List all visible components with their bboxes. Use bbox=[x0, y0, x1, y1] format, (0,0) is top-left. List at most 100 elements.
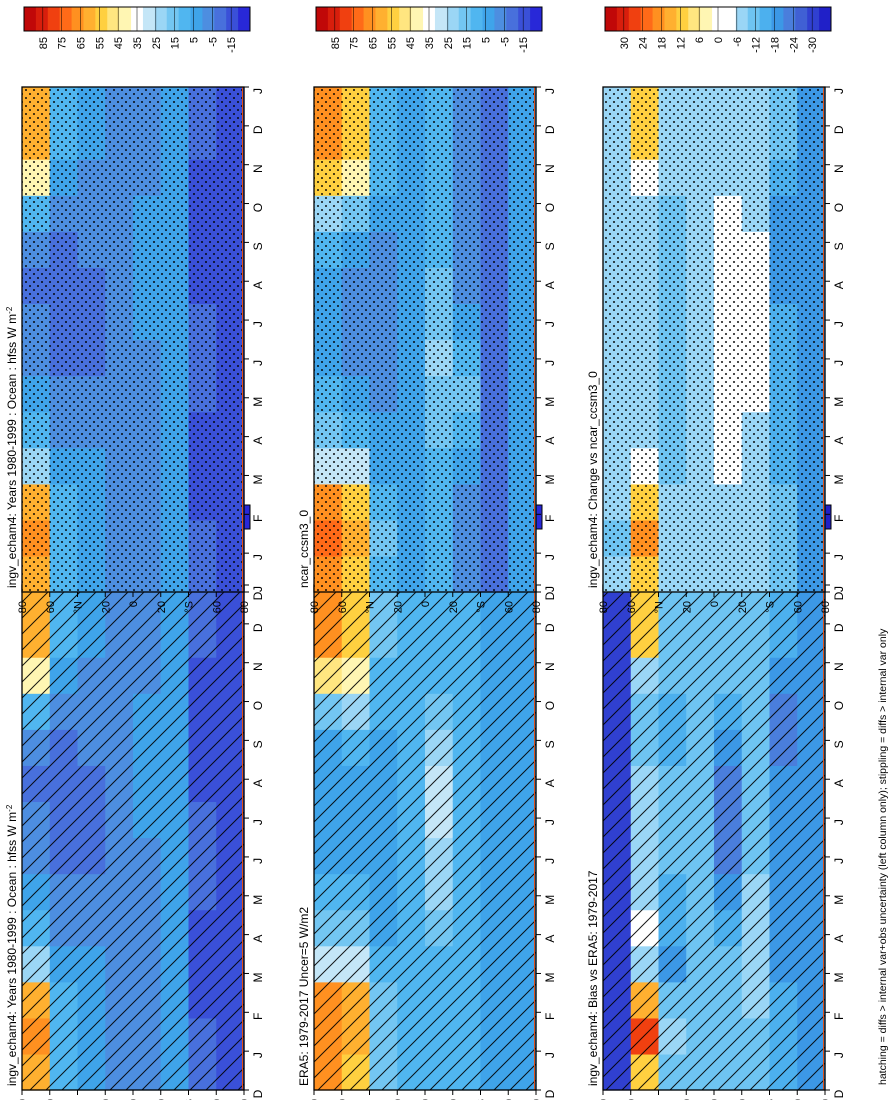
month-tick-label: J bbox=[251, 819, 265, 825]
month-tick-label: F bbox=[543, 1013, 557, 1020]
colorbar-swatch bbox=[35, 7, 49, 31]
colorbar-swatch bbox=[434, 7, 448, 31]
month-tick-label: J bbox=[543, 321, 557, 327]
colorbar-swatch bbox=[339, 7, 353, 31]
month-tick-label: M bbox=[251, 972, 265, 982]
colorbar-label: 55 bbox=[386, 37, 398, 49]
lat-tick-label: °N bbox=[654, 1099, 666, 1100]
month-tick-label: J bbox=[832, 819, 846, 825]
colorbar-label: -15 bbox=[226, 37, 238, 53]
colorbar-swatch bbox=[71, 7, 84, 31]
colorbar-label: 12 bbox=[675, 37, 687, 49]
lat-tick-label: 60 bbox=[626, 601, 638, 613]
colorbar-swatch bbox=[24, 7, 37, 31]
month-tick-label: F bbox=[832, 1013, 846, 1020]
month-tick-label: M bbox=[251, 397, 265, 407]
colorbar-swatch bbox=[458, 7, 472, 31]
colorbar: 85 75 65 55 45 35 25 15 5 -5 -15 bbox=[315, 6, 543, 53]
colorbar-swatch bbox=[47, 7, 61, 31]
panel-title: ncar_ccsm3_0 bbox=[297, 510, 311, 588]
colorbar: 85 75 65 55 45 35 25 15 5 -5 -15 bbox=[23, 6, 251, 53]
lat-tick-label: °S bbox=[476, 601, 488, 613]
colorbar-swatch bbox=[688, 7, 701, 31]
month-tick-label: D bbox=[251, 125, 265, 134]
colorbar-label: 45 bbox=[405, 37, 417, 49]
month-tick-label: J bbox=[251, 1052, 265, 1058]
lat-tick-label: 80 bbox=[309, 601, 321, 613]
lat-tick-label: 20 bbox=[392, 601, 404, 613]
colorbar-label: 0 bbox=[713, 37, 725, 43]
month-tick-label: N bbox=[543, 164, 557, 173]
lat-tick-label: 20 bbox=[681, 601, 693, 613]
month-tick-label: J bbox=[251, 321, 265, 327]
month-tick-label: J bbox=[832, 360, 846, 366]
colorbar-label: -15 bbox=[518, 37, 530, 53]
month-tick-label: J bbox=[251, 360, 265, 366]
panel-title: ingv_echam4: Change vs ncar_ccsm3_0 bbox=[586, 371, 600, 588]
colorbar-swatch bbox=[482, 7, 495, 31]
month-tick-label: O bbox=[543, 701, 557, 710]
month-tick-label: S bbox=[543, 242, 557, 250]
lat-tick-label: 80 bbox=[531, 601, 543, 613]
month-tick-label: S bbox=[832, 242, 846, 250]
month-tick-label: A bbox=[543, 779, 557, 787]
colorbar-swatch bbox=[178, 7, 192, 31]
month-tick-label: F bbox=[832, 515, 846, 522]
month-tick-label: D bbox=[832, 591, 846, 600]
month-tick-label: J bbox=[832, 554, 846, 560]
panel-model-left: DJFMAMJJASONDJ8060°N20020°S6080ingv_echa… bbox=[5, 504, 265, 1100]
colorbar-label: -5 bbox=[499, 37, 511, 47]
month-tick-label: J bbox=[543, 1052, 557, 1058]
month-tick-label: D bbox=[543, 623, 557, 632]
colorbar-label: 30 bbox=[619, 37, 631, 49]
colorbar: 30 24 18 12 6 0 -6 -12 -18 -24 -30 bbox=[604, 6, 832, 53]
colorbar-swatch bbox=[819, 7, 832, 31]
month-tick-label: J bbox=[251, 586, 265, 592]
lat-tick-label: 60 bbox=[337, 601, 349, 613]
colorbar-swatch bbox=[628, 7, 642, 31]
colorbar-swatch bbox=[664, 7, 677, 31]
lat-tick-label: 20 bbox=[737, 601, 749, 613]
month-tick-label: A bbox=[251, 281, 265, 289]
colorbar-swatch bbox=[226, 7, 239, 31]
month-tick-label: S bbox=[543, 740, 557, 748]
month-tick-label: A bbox=[251, 779, 265, 787]
colorbar-swatch bbox=[506, 7, 519, 31]
colorbar-swatch bbox=[375, 7, 388, 31]
lat-tick-label: °N bbox=[73, 601, 85, 613]
colorbar-swatch bbox=[190, 7, 203, 31]
month-tick-label: M bbox=[832, 895, 846, 905]
month-tick-label: N bbox=[832, 662, 846, 671]
lat-tick-label: 80 bbox=[239, 601, 251, 613]
lat-tick-label: 0 bbox=[420, 601, 432, 607]
month-tick-label: J bbox=[832, 321, 846, 327]
colorbar-swatch bbox=[640, 7, 654, 31]
month-tick-label: J bbox=[543, 88, 557, 94]
month-tick-label: A bbox=[251, 935, 265, 943]
colorbar-label: 35 bbox=[132, 37, 144, 49]
month-tick-label: D bbox=[832, 623, 846, 632]
colorbar-label: 35 bbox=[424, 37, 436, 49]
colorbar-label: 15 bbox=[170, 37, 182, 49]
hatching-overlay bbox=[22, 585, 244, 1090]
colorbar-swatch bbox=[387, 7, 400, 31]
month-tick-label: A bbox=[832, 437, 846, 445]
month-tick-label: D bbox=[832, 1089, 846, 1098]
month-tick-label: M bbox=[251, 895, 265, 905]
month-tick-label: J bbox=[832, 858, 846, 864]
lat-tick-label: 80 bbox=[598, 601, 610, 613]
lat-tick-label: °N bbox=[365, 601, 377, 613]
month-tick-label: A bbox=[251, 437, 265, 445]
stippling-overlay bbox=[603, 87, 825, 592]
panel-title: ingv_echam4: Years 1980-1999 : Ocean : h… bbox=[5, 804, 20, 1086]
month-tick-label: S bbox=[251, 242, 265, 250]
lat-tick-label: °S bbox=[765, 601, 777, 613]
month-tick-label: J bbox=[543, 858, 557, 864]
colorbar-swatch bbox=[238, 7, 251, 31]
month-tick-label: S bbox=[832, 740, 846, 748]
lat-tick-label: 80 bbox=[17, 601, 29, 613]
month-tick-label: J bbox=[251, 554, 265, 560]
colorbar-swatch bbox=[351, 7, 365, 31]
panel-bias-left: DJFMAMJJASONDJ8060°N20020°S6080ingv_echa… bbox=[586, 504, 846, 1100]
